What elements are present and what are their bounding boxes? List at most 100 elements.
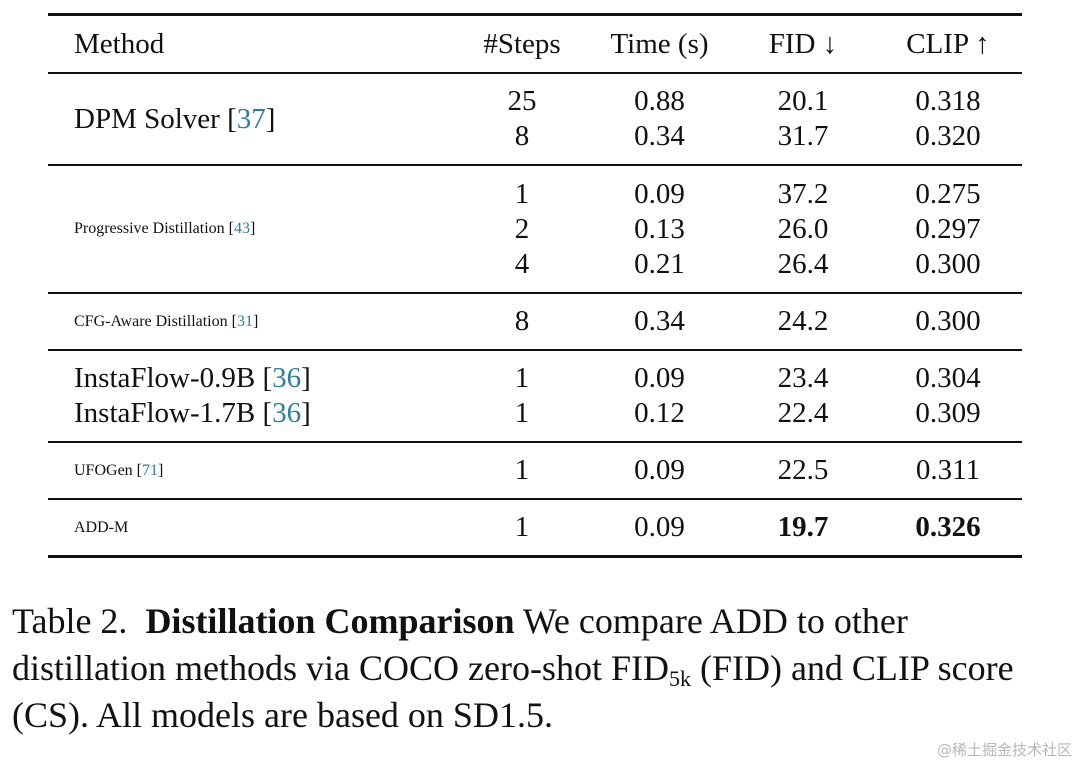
table-row: 1 0.09 37.2 0.275 bbox=[457, 177, 1022, 212]
method-name: InstaFlow-1.7B bbox=[74, 397, 256, 429]
method-name: DPM Solver bbox=[74, 102, 220, 135]
citation-link[interactable]: 71 bbox=[142, 461, 158, 479]
top-rule bbox=[48, 13, 1022, 16]
time-cell: 0.34 bbox=[634, 120, 685, 152]
citation-link[interactable]: 36 bbox=[272, 397, 302, 429]
steps-cell: 1 bbox=[514, 362, 530, 394]
fid-cell: 22.4 bbox=[777, 397, 829, 429]
fid-cell: 22.5 bbox=[777, 454, 829, 486]
method-name: CFG-Aware Distillation bbox=[74, 312, 228, 330]
watermark: @稀土掘金技术社区 bbox=[936, 741, 1072, 759]
method-cell: DPM Solver [37] bbox=[74, 102, 276, 135]
table-row: 4 0.21 26.4 0.300 bbox=[457, 247, 1022, 282]
clip-cell: 0.309 bbox=[915, 397, 981, 429]
table-header: Method #Steps Time (s) FID ↓ CLIP ↑ bbox=[48, 16, 1022, 72]
group-progressive-distillation: Progressive Distillation [43] 1 0.09 37.… bbox=[48, 166, 1022, 292]
table-row: 1 0.09 19.7 0.326 bbox=[457, 510, 1022, 545]
group-rule bbox=[48, 441, 1022, 443]
time-cell: 0.88 bbox=[634, 85, 685, 117]
clip-cell: 0.300 bbox=[915, 247, 981, 280]
group-values: 1 0.09 19.7 0.326 bbox=[457, 510, 1022, 545]
fid-cell: 31.7 bbox=[777, 120, 829, 152]
header-steps: #Steps bbox=[483, 27, 561, 60]
header-method: Method bbox=[74, 27, 165, 60]
time-cell: 0.12 bbox=[634, 397, 685, 429]
method-name: Progressive Distillation bbox=[74, 220, 225, 237]
group-values: 8 0.34 24.2 0.300 bbox=[457, 304, 1022, 339]
method-cell: UFOGen [71] bbox=[74, 461, 164, 479]
fid-cell: 24.2 bbox=[777, 305, 829, 337]
steps-cell: 2 bbox=[514, 212, 530, 245]
group-rule bbox=[48, 164, 1022, 166]
fid-cell: 20.1 bbox=[777, 85, 829, 117]
steps-cell: 1 bbox=[514, 454, 530, 486]
time-cell: 0.13 bbox=[634, 212, 685, 245]
fid-cell: 23.4 bbox=[777, 362, 829, 394]
steps-cell: 1 bbox=[514, 511, 530, 543]
caption-subscript: 5k bbox=[668, 666, 691, 691]
clip-cell: 0.297 bbox=[915, 212, 981, 245]
method-name: ADD-M bbox=[74, 518, 129, 536]
fid-cell-best: 19.7 bbox=[777, 511, 829, 543]
caption-text-1: We compare ADD to other distillation met… bbox=[12, 601, 908, 688]
time-cell: 0.09 bbox=[634, 362, 685, 394]
group-instaflow: InstaFlow-0.9B [36] 1 0.09 23.4 0.304 In… bbox=[48, 351, 1022, 441]
steps-cell: 4 bbox=[514, 247, 530, 280]
clip-cell: 0.300 bbox=[915, 305, 981, 337]
method-cell: InstaFlow-0.9B [36] bbox=[74, 362, 311, 394]
clip-cell-best: 0.326 bbox=[915, 511, 981, 543]
group-values: 1 0.09 37.2 0.275 2 0.13 26.0 0.297 4 0.… bbox=[457, 177, 1022, 282]
header-fid: FID ↓ bbox=[768, 27, 838, 60]
fid-cell: 37.2 bbox=[777, 177, 829, 210]
clip-cell: 0.320 bbox=[915, 120, 981, 152]
group-values: 25 0.88 20.1 0.318 8 0.34 31.7 0.320 bbox=[457, 84, 1022, 154]
group-ufogen: UFOGen [71] 1 0.09 22.5 0.311 bbox=[48, 443, 1022, 498]
table-row: InstaFlow-0.9B [36] 1 0.09 23.4 0.304 bbox=[48, 361, 1022, 396]
method-name: UFOGen bbox=[74, 461, 133, 479]
table-caption: Table 2. Distillation Comparison We comp… bbox=[12, 598, 1068, 739]
fid-cell: 26.0 bbox=[777, 212, 829, 245]
comparison-table: Method #Steps Time (s) FID ↓ CLIP ↑ DPM … bbox=[48, 13, 1022, 558]
table-row: 8 0.34 31.7 0.320 bbox=[457, 119, 1022, 154]
method-cell: InstaFlow-1.7B [36] bbox=[74, 397, 311, 429]
citation-link[interactable]: 31 bbox=[236, 312, 253, 330]
time-cell: 0.21 bbox=[634, 247, 685, 280]
table-row: InstaFlow-1.7B [36] 1 0.12 22.4 0.309 bbox=[48, 396, 1022, 431]
citation-link[interactable]: 36 bbox=[272, 362, 302, 394]
group-rule bbox=[48, 349, 1022, 351]
group-dpm-solver: DPM Solver [37] 25 0.88 20.1 0.318 8 0.3… bbox=[48, 74, 1022, 164]
time-cell: 0.09 bbox=[634, 454, 685, 486]
group-cfg-aware-distillation: CFG-Aware Distillation [31] 8 0.34 24.2 … bbox=[48, 294, 1022, 349]
caption-title: Distillation Comparison bbox=[145, 601, 515, 641]
table-row: 25 0.88 20.1 0.318 bbox=[457, 84, 1022, 119]
header-clip: CLIP ↑ bbox=[906, 27, 990, 60]
time-cell: 0.09 bbox=[634, 177, 685, 210]
bottom-rule bbox=[48, 555, 1022, 558]
clip-cell: 0.318 bbox=[915, 85, 981, 117]
clip-cell: 0.304 bbox=[915, 362, 981, 394]
group-rule bbox=[48, 498, 1022, 500]
method-cell: Progressive Distillation [43] bbox=[74, 220, 256, 237]
steps-cell: 1 bbox=[514, 177, 530, 210]
citation-link[interactable]: 43 bbox=[233, 220, 250, 237]
header-time: Time (s) bbox=[610, 27, 709, 60]
clip-cell: 0.275 bbox=[915, 177, 981, 210]
time-cell: 0.09 bbox=[634, 511, 685, 543]
steps-cell: 1 bbox=[514, 397, 530, 429]
steps-cell: 8 bbox=[514, 120, 530, 152]
header-rule bbox=[48, 72, 1022, 74]
table-row: 1 0.09 22.5 0.311 bbox=[457, 453, 1022, 488]
clip-cell: 0.311 bbox=[915, 454, 981, 486]
method-cell: CFG-Aware Distillation [31] bbox=[74, 312, 259, 330]
method-name: InstaFlow-0.9B bbox=[74, 362, 256, 394]
steps-cell: 8 bbox=[514, 305, 530, 337]
citation-link[interactable]: 37 bbox=[236, 102, 266, 135]
table-row: 8 0.34 24.2 0.300 bbox=[457, 304, 1022, 339]
steps-cell: 25 bbox=[507, 85, 537, 117]
fid-cell: 26.4 bbox=[777, 247, 829, 280]
table-row: 2 0.13 26.0 0.297 bbox=[457, 212, 1022, 247]
method-cell: ADD-M bbox=[48, 519, 457, 537]
group-values: 1 0.09 22.5 0.311 bbox=[457, 453, 1022, 488]
group-add-m: ADD-M 1 0.09 19.7 0.326 bbox=[48, 500, 1022, 555]
caption-label: Table 2. bbox=[12, 601, 128, 641]
